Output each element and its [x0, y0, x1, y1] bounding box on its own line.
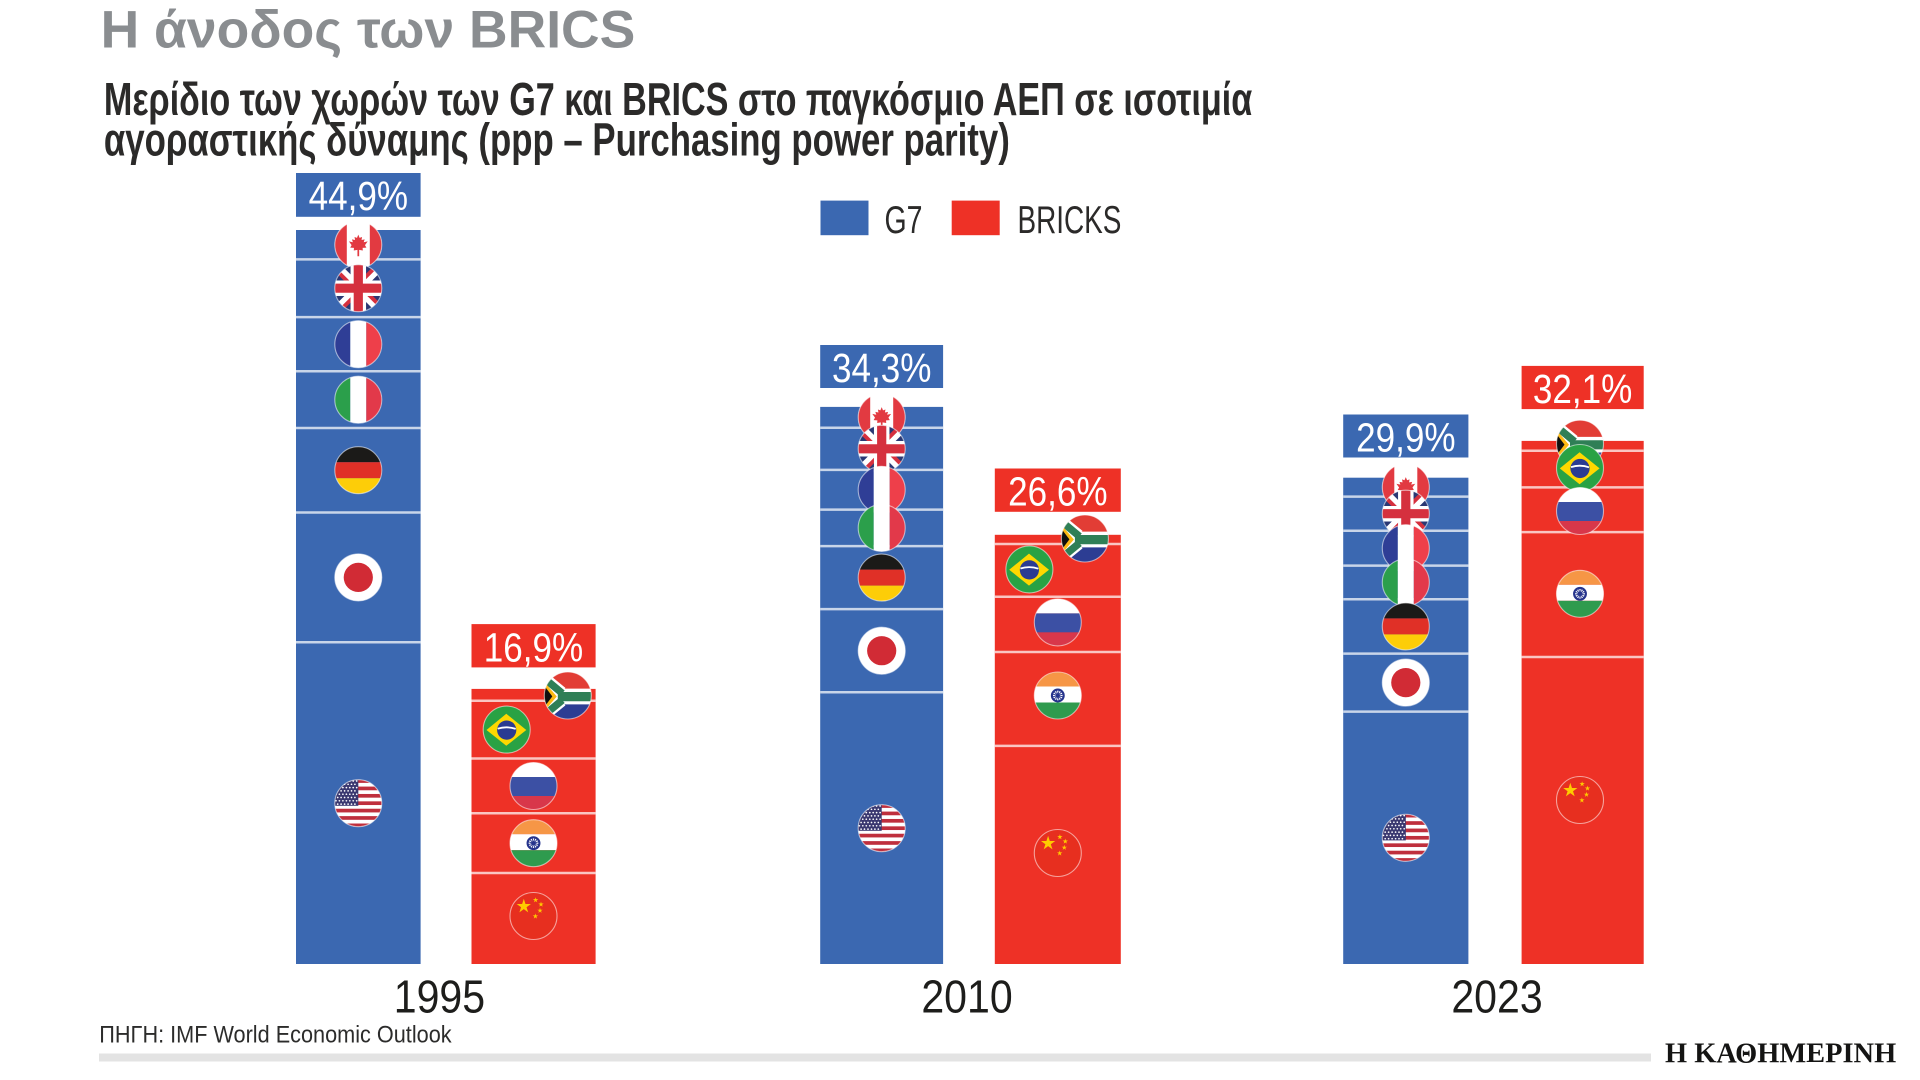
- svg-text:32,1%: 32,1%: [1533, 368, 1632, 413]
- svg-text:2023: 2023: [1451, 971, 1542, 1023]
- svg-text:26,6%: 26,6%: [1008, 470, 1107, 515]
- svg-text:Η ΚΑΘΗΜΕΡΙΝΗ: Η ΚΑΘΗΜΕΡΙΝΗ: [1665, 1037, 1896, 1069]
- svg-text:BRICKS: BRICKS: [1018, 200, 1122, 242]
- svg-text:34,3%: 34,3%: [832, 347, 931, 392]
- svg-text:1995: 1995: [394, 971, 485, 1023]
- svg-text:ΠΗΓΗ: IMF World Economic Outlo: ΠΗΓΗ: IMF World Economic Outlook: [99, 1020, 452, 1048]
- svg-text:Η άνοδος των BRICS: Η άνοδος των BRICS: [101, 1, 636, 59]
- svg-text:αγοραστικής δύναμης (ppp – Pur: αγοραστικής δύναμης (ppp – Purchasing po…: [104, 114, 1010, 166]
- svg-text:44,9%: 44,9%: [309, 175, 408, 220]
- svg-text:16,9%: 16,9%: [484, 626, 583, 671]
- svg-text:2010: 2010: [921, 971, 1012, 1023]
- svg-text:G7: G7: [885, 199, 923, 242]
- svg-text:Μερίδιο των χωρών των G7 και B: Μερίδιο των χωρών των G7 και BRICS στο π…: [104, 73, 1252, 125]
- svg-text:29,9%: 29,9%: [1356, 416, 1455, 461]
